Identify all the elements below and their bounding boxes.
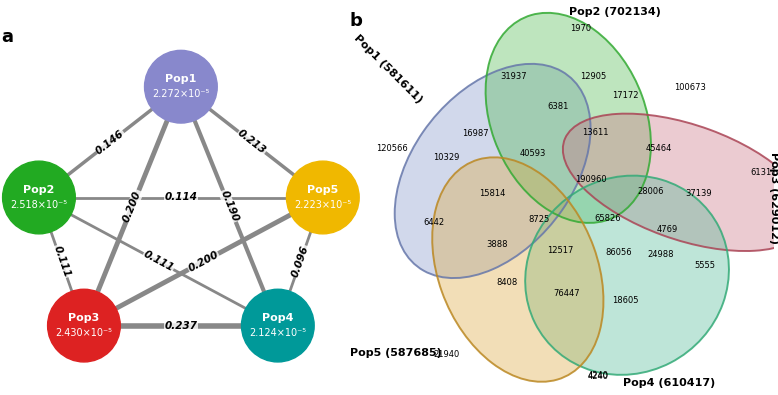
- Text: 0.146: 0.146: [94, 128, 126, 156]
- Text: 120566: 120566: [376, 144, 408, 153]
- Text: Pop3: Pop3: [68, 313, 100, 323]
- Text: 5555: 5555: [694, 261, 715, 270]
- Ellipse shape: [394, 64, 591, 278]
- Text: Pop5 (587685): Pop5 (587685): [350, 348, 442, 358]
- Text: Pop4: Pop4: [262, 313, 293, 323]
- Text: 2.272×10⁻⁵: 2.272×10⁻⁵: [152, 89, 209, 99]
- Text: 12517: 12517: [547, 246, 573, 255]
- Text: 2.223×10⁻⁵: 2.223×10⁻⁵: [294, 200, 352, 210]
- Text: 21940: 21940: [433, 350, 460, 359]
- Text: 37139: 37139: [685, 189, 712, 198]
- Text: 0.200: 0.200: [121, 189, 143, 223]
- Text: 16987: 16987: [462, 128, 489, 137]
- Text: 2.124×10⁻⁵: 2.124×10⁻⁵: [249, 328, 307, 338]
- Text: Pop4 (610417): Pop4 (610417): [623, 378, 715, 388]
- Text: 6381: 6381: [547, 102, 569, 111]
- Text: 4240: 4240: [587, 372, 608, 381]
- Text: 0.096: 0.096: [290, 245, 310, 279]
- Text: 15814: 15814: [479, 189, 506, 198]
- Text: 10329: 10329: [433, 153, 460, 162]
- Text: Pop5: Pop5: [307, 185, 338, 195]
- Ellipse shape: [485, 13, 651, 223]
- Text: 4240: 4240: [587, 371, 608, 380]
- Text: 76447: 76447: [553, 289, 580, 297]
- Text: 190960: 190960: [576, 175, 607, 184]
- Text: 65826: 65826: [595, 214, 622, 223]
- Text: 3888: 3888: [486, 241, 507, 249]
- Text: 45464: 45464: [646, 144, 671, 153]
- Text: 6442: 6442: [423, 218, 444, 227]
- Ellipse shape: [525, 176, 729, 375]
- Text: 24988: 24988: [647, 250, 674, 259]
- Circle shape: [2, 161, 75, 234]
- Text: Pop3 (629012): Pop3 (629012): [769, 152, 778, 243]
- Text: 0.111: 0.111: [51, 245, 72, 279]
- Ellipse shape: [562, 114, 778, 251]
- Text: Pop1 (581611): Pop1 (581611): [352, 32, 424, 105]
- Text: 8408: 8408: [496, 278, 518, 287]
- Ellipse shape: [433, 157, 604, 382]
- Text: 100673: 100673: [675, 83, 706, 92]
- Text: 0.111: 0.111: [142, 249, 175, 274]
- Text: 28006: 28006: [637, 187, 664, 196]
- Text: 31937: 31937: [500, 71, 527, 81]
- Text: 86056: 86056: [605, 248, 632, 257]
- Text: Pop1: Pop1: [165, 74, 197, 84]
- Text: 18605: 18605: [612, 296, 638, 305]
- Text: Pop2 (702134): Pop2 (702134): [569, 7, 661, 17]
- Text: 4769: 4769: [657, 225, 678, 234]
- Text: a: a: [1, 28, 13, 46]
- Circle shape: [145, 50, 217, 123]
- Text: 2.430×10⁻⁵: 2.430×10⁻⁵: [55, 328, 113, 338]
- Text: 1970: 1970: [570, 24, 591, 33]
- Text: 8725: 8725: [528, 214, 549, 224]
- Text: 40593: 40593: [520, 149, 545, 158]
- Text: 0.114: 0.114: [164, 192, 198, 203]
- Text: 2.518×10⁻⁵: 2.518×10⁻⁵: [10, 200, 68, 210]
- Text: 0.190: 0.190: [219, 189, 240, 223]
- Text: 0.213: 0.213: [236, 128, 268, 156]
- Text: 12905: 12905: [580, 71, 607, 81]
- Text: 0.200: 0.200: [187, 249, 220, 274]
- Text: 13611: 13611: [582, 128, 609, 137]
- Text: 61311: 61311: [750, 168, 777, 177]
- Circle shape: [241, 289, 314, 362]
- Text: Pop2: Pop2: [23, 185, 54, 195]
- Circle shape: [286, 161, 359, 234]
- Circle shape: [47, 289, 121, 362]
- Text: b: b: [350, 12, 363, 30]
- Text: 17172: 17172: [612, 90, 638, 100]
- Text: 0.237: 0.237: [164, 321, 198, 331]
